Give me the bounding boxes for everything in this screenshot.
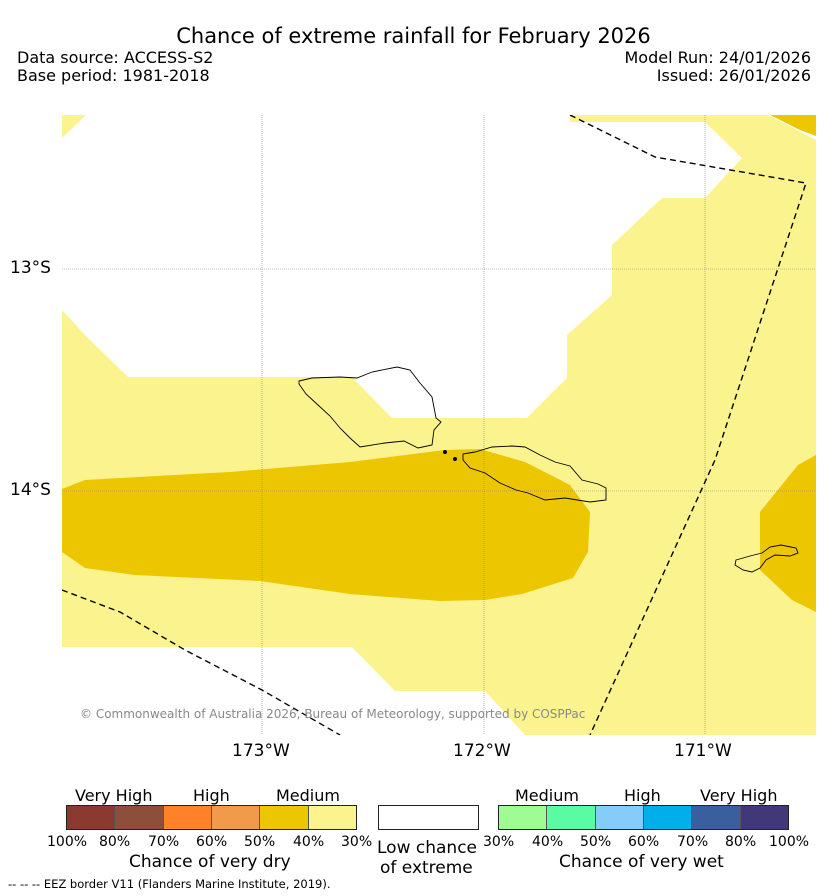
wet-swatch — [643, 806, 693, 829]
eez-border — [62, 115, 807, 735]
lon-label-171w: 171°W — [674, 741, 732, 761]
islands — [298, 366, 799, 573]
dry-swatch — [260, 806, 309, 829]
low-chance-swatch — [378, 805, 479, 830]
dry-tick: 40% — [293, 834, 325, 850]
wet-swatch — [692, 806, 741, 829]
eez-note: -- -- -- EEZ border V11 (Flanders Marine… — [8, 877, 331, 891]
model-run: Model Run: 24/01/2026 — [624, 48, 812, 67]
low-chance-region-south — [62, 647, 525, 735]
dry-swatch — [308, 806, 356, 829]
gridlines — [62, 115, 816, 735]
dry-tick: 80% — [99, 834, 131, 850]
low-caption-line1: Low chance — [377, 838, 477, 858]
copyright-notice: © Commonwealth of Australia 2026, Bureau… — [80, 707, 586, 721]
wet-group-medium: Medium — [515, 786, 579, 805]
wet-swatch — [547, 806, 596, 829]
high-dry-region-east — [760, 455, 816, 612]
savaii-island — [298, 366, 442, 449]
wet-tick: 100% — [769, 834, 810, 850]
wet-tick: 70% — [677, 834, 709, 850]
lat-label-13s: 13°S — [10, 258, 51, 278]
wet-swatch — [595, 806, 644, 829]
dry-tick: 70% — [148, 834, 180, 850]
high-dry-region-northeast — [770, 115, 816, 136]
wet-tick: 40% — [532, 834, 564, 850]
dry-group-medium: Medium — [276, 786, 340, 805]
dry-colorbar — [66, 805, 357, 830]
wet-caption: Chance of very wet — [559, 852, 724, 872]
low-chance-region-north — [62, 115, 742, 418]
wet-swatch — [499, 806, 548, 829]
dry-group-very-high: Very High — [75, 786, 153, 805]
upolu-island — [462, 445, 607, 503]
dry-tick: 30% — [341, 834, 373, 850]
data-source: Data source: ACCESS-S2 — [17, 48, 214, 67]
wet-tick: 60% — [628, 834, 660, 850]
dry-swatch — [211, 806, 261, 829]
wet-tick: 30% — [483, 834, 515, 850]
map-title: Chance of extreme rainfall for February … — [176, 24, 651, 48]
dry-swatch — [115, 806, 164, 829]
base-period: Base period: 1981-2018 — [17, 66, 210, 85]
wet-group-very-high: Very High — [700, 786, 778, 805]
wet-colorbar — [498, 805, 789, 830]
issued-date: Issued: 26/01/2026 — [656, 66, 811, 85]
dry-group-high: High — [193, 786, 230, 805]
wet-tick: 80% — [725, 834, 757, 850]
dry-tick: 100% — [47, 834, 88, 850]
high-dry-region-west — [62, 449, 590, 601]
lat-label-14s: 14°S — [10, 480, 51, 500]
dry-tick: 60% — [196, 834, 228, 850]
tutuila-island — [734, 544, 799, 573]
lon-label-172w: 172°W — [453, 741, 511, 761]
dry-caption: Chance of very dry — [129, 852, 291, 872]
wet-tick: 50% — [580, 834, 612, 850]
dry-swatch — [67, 806, 116, 829]
dry-swatch — [163, 806, 212, 829]
lon-label-173w: 173°W — [232, 741, 290, 761]
wet-group-high: High — [624, 786, 661, 805]
wet-swatch — [740, 806, 788, 829]
dry-tick: 50% — [244, 834, 276, 850]
low-caption-line2: of extreme — [380, 858, 473, 878]
